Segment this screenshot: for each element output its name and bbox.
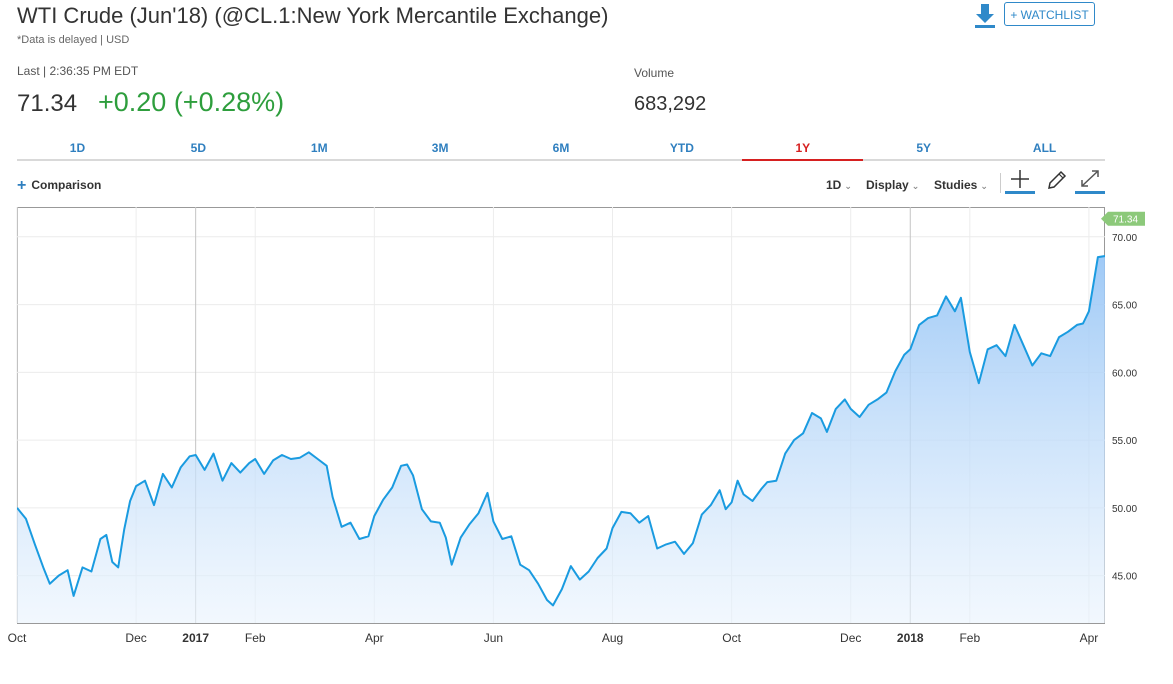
last-price: 71.34 [17,90,78,117]
x-tick-label: Apr [365,631,384,645]
expand-icon [1081,170,1099,187]
fullscreen-button[interactable] [1075,168,1105,194]
x-tick-label: Dec [840,631,861,645]
price-chart-svg[interactable]: 45.00 50.00 55.00 60.00 65.00 70.00 Oct Dec 2017… [0,200,1173,679]
y-tick-label: 60.00 [1112,368,1137,379]
pencil-icon [1048,170,1067,189]
x-tick-label: Feb [245,631,266,645]
tab-5y[interactable]: 5Y [916,141,932,155]
interval-dropdown[interactable]: 1D ⌄ [826,178,852,192]
x-tick-label: Oct [722,631,741,645]
crosshair-icon [1011,170,1029,188]
price-change: +0.20 (+0.28%) [98,87,285,117]
crosshair-tool-button[interactable] [1005,168,1035,194]
tab-5d[interactable]: 5D [190,141,206,155]
y-tick-label: 70.00 [1112,233,1137,244]
studies-dropdown[interactable]: Studies ⌄ [934,178,988,192]
last-price-tag-shape [1101,211,1145,226]
y-tick-label: 50.00 [1112,504,1137,515]
comparison-label: Comparison [31,178,102,192]
tab-6m[interactable]: 6M [552,141,570,155]
x-tick-label: 2017 [182,631,209,645]
add-to-watchlist-button[interactable]: + WATCHLIST [1004,2,1095,26]
tab-1d[interactable]: 1D [69,141,86,155]
download-icon [975,4,995,28]
display-dropdown[interactable]: Display ⌄ [866,178,919,192]
volume-value: 683,292 [634,93,707,115]
y-tick-label: 45.00 [1112,572,1137,583]
chevron-down-icon: ⌄ [911,181,920,191]
page-title: WTI Crude (Jun'18) (@CL.1:New York Merca… [17,3,609,28]
price-chart[interactable]: 45.00 50.00 55.00 60.00 65.00 70.00 Oct Dec 2017… [0,200,1173,684]
interval-label: 1D [826,178,842,192]
last-price-tag: 71.34 [1101,211,1145,226]
x-tick-label: Oct [8,631,27,645]
toolbar-divider [1000,173,1001,193]
last-trade-time: Last | 2:36:35 PM EDT [17,64,139,78]
display-label: Display [866,178,909,192]
draw-tool-button[interactable] [1041,168,1071,194]
x-tick-label: Dec [125,631,146,645]
price-area-fill [17,256,1105,623]
chevron-down-icon: ⌄ [980,181,988,191]
tab-1y[interactable]: 1Y [742,137,864,161]
x-tick-label: Apr [1080,631,1099,645]
tab-1m[interactable]: 1M [310,141,328,155]
download-button[interactable] [971,2,999,30]
tab-3m[interactable]: 3M [431,141,449,155]
range-tabs: 1D 5D 1M 3M 6M YTD 1Y 5Y ALL [17,137,1105,161]
x-tick-label: 2018 [897,631,924,645]
plus-icon: + [17,177,27,194]
comparison-button[interactable]: + Comparison [17,177,101,195]
y-tick-label: 55.00 [1112,436,1137,447]
x-tick-label: Aug [602,631,623,645]
chevron-down-icon: ⌄ [844,181,852,191]
delayed-note: *Data is delayed | USD [17,34,130,46]
volume-label: Volume [634,66,675,80]
x-tick-label: Feb [959,631,980,645]
price-line [17,255,1105,607]
tab-ytd[interactable]: YTD [669,141,694,155]
last-price-tag-label: 71.34 [1113,215,1138,226]
x-tick-label: Jun [484,631,503,645]
y-tick-label: 65.00 [1112,301,1137,312]
studies-label: Studies [934,178,978,192]
tab-all[interactable]: ALL [1032,141,1057,155]
